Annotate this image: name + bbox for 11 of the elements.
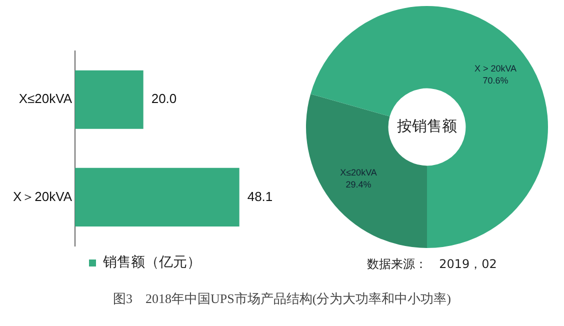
slice-label: X > 20kVA <box>474 64 517 74</box>
data-label: 29.4% <box>346 179 372 190</box>
caption: 图3 2018年中国UPS市场产品结构(分为大功率和中小功率) <box>112 290 452 308</box>
y-tick-label: X＞20kVA <box>12 188 72 204</box>
legend-label: 销售额（亿元） <box>102 254 201 271</box>
text: 按销售额 <box>397 116 457 135</box>
source-note: 数据来源： 2019，02 <box>366 256 498 273</box>
data-label: 48.1 <box>247 188 273 204</box>
slice-label: X≤20kVA <box>340 167 377 178</box>
data-label: 70.6% <box>482 76 508 86</box>
data-label: 20.0 <box>151 91 177 106</box>
